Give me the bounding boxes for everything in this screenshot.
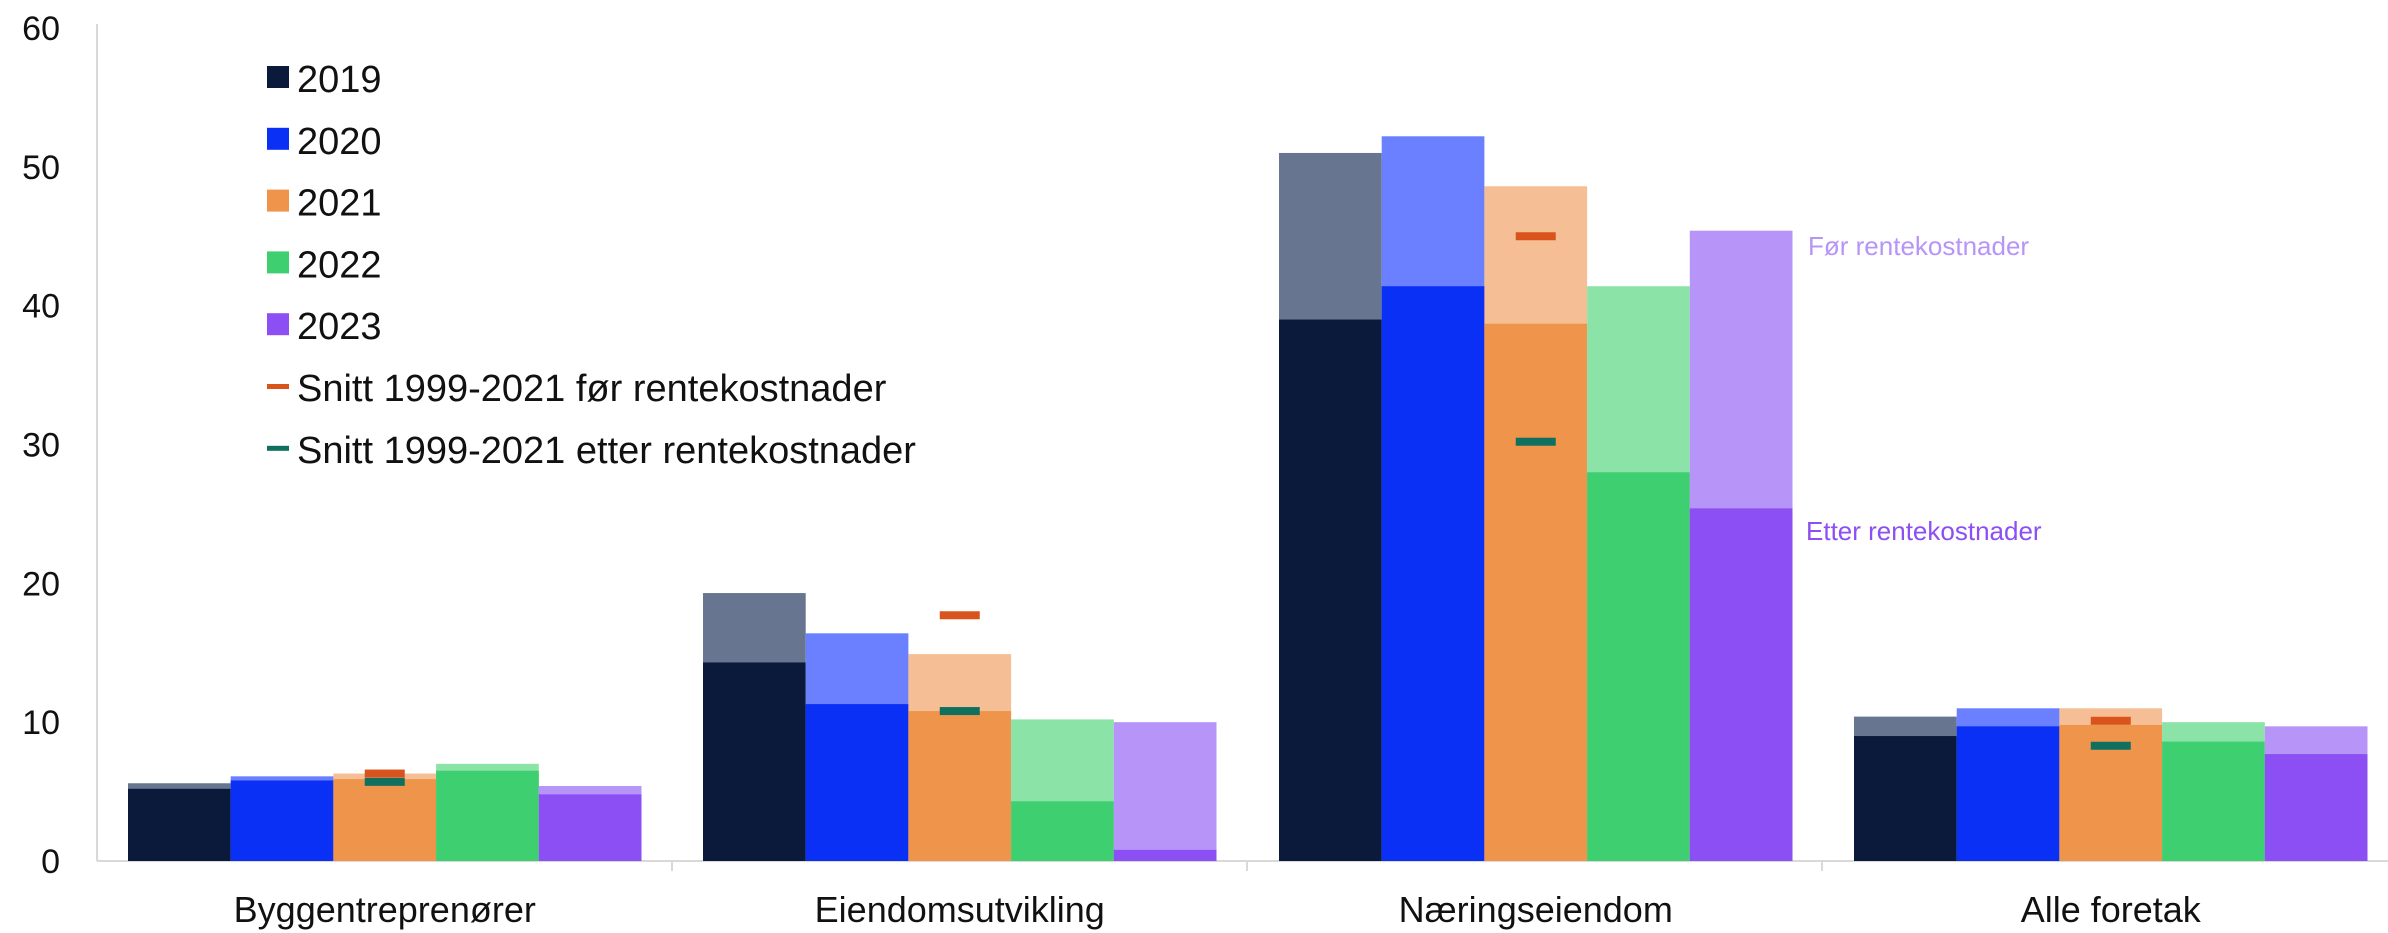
bar-after-interest [1689, 508, 1793, 861]
bar-before-interest [1113, 722, 1217, 861]
legend-swatch [267, 66, 289, 88]
bar-after-interest [1854, 736, 1957, 861]
y-tick-label: 50 [22, 149, 60, 187]
y-tick-label: 10 [22, 704, 60, 742]
bar-after-interest [1279, 319, 1382, 861]
x-category-label: Eiendomsutvikling [815, 889, 1105, 930]
legend-swatch [267, 313, 289, 336]
average-marker-before [2090, 716, 2131, 725]
average-marker-before [364, 769, 405, 778]
average-marker-after [1515, 437, 1556, 446]
annotation-before-interest: Før rentekostnader [1808, 231, 2029, 261]
average-markers-layer [364, 232, 2131, 786]
bar-after-interest [2264, 754, 2368, 861]
bar-after-interest [1113, 849, 1217, 861]
axis-layer: 0 10 20 30 40 50 60 Byggentreprenører Eiendomsut… [22, 10, 2388, 930]
average-marker-after [364, 777, 405, 786]
average-marker-after [939, 707, 980, 716]
bar-after-interest [1587, 472, 1690, 861]
y-tick-label: 40 [22, 288, 60, 326]
legend-label: 2022 [297, 244, 382, 286]
bar-after-interest [805, 704, 909, 861]
bar-after-interest [703, 662, 806, 861]
average-marker-before [939, 611, 980, 620]
legend-label: Snitt 1999-2021 før rentekostnader [297, 368, 887, 410]
bar-after-interest [1956, 726, 2060, 861]
legend-swatch [267, 384, 289, 389]
bars-layer [128, 136, 2368, 862]
y-tick-label: 0 [41, 843, 60, 881]
bar-after-interest [2162, 741, 2265, 861]
legend-swatch [267, 445, 289, 451]
x-category-label: Alle foretak [2021, 889, 2202, 930]
average-marker-after [2090, 741, 2131, 750]
y-tick-label: 20 [22, 565, 60, 603]
legend-label: 2021 [297, 183, 382, 225]
legend-label: 2019 [297, 59, 382, 101]
bar-after-interest [1381, 286, 1485, 862]
bar-after-interest [1011, 801, 1114, 861]
bar-after-interest [333, 779, 437, 861]
y-tick-label: 60 [22, 10, 60, 48]
x-category-label: Næringseiendom [1399, 889, 1673, 930]
legend-label: 2023 [297, 306, 382, 348]
average-marker-before [1515, 232, 1556, 241]
bar-after-interest [128, 788, 231, 861]
bar-after-interest [538, 794, 642, 861]
bar-after-interest [908, 711, 1012, 861]
legend: 2019 2020 2021 2022 2023 Snitt 1999-2021 før … [267, 59, 916, 472]
annotation-after-interest: Etter rentekostnader [1806, 516, 2042, 546]
legend-swatch [267, 251, 289, 274]
bar-after-interest [230, 780, 334, 861]
bar-after-interest [1484, 323, 1588, 862]
legend-swatch [267, 189, 289, 212]
legend-label: 2020 [297, 121, 382, 163]
x-category-label: Byggentreprenører [234, 889, 536, 930]
bar-after-interest [436, 770, 539, 861]
y-tick-label: 30 [22, 427, 60, 465]
legend-label: Snitt 1999-2021 etter rentekostnader [297, 430, 916, 472]
legend-swatch [267, 127, 289, 150]
